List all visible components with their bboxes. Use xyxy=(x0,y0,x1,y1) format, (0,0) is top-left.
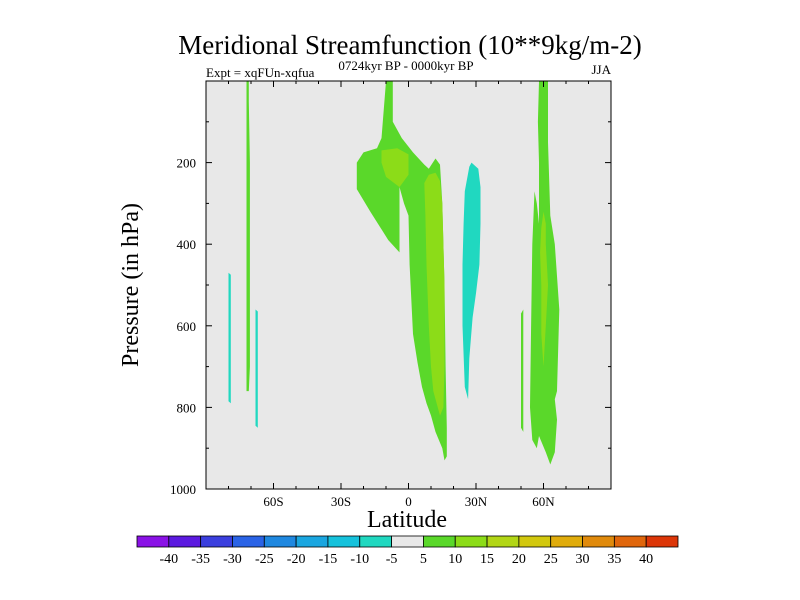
axis-ticks xyxy=(205,81,612,490)
x-tick-label: 30N xyxy=(465,494,488,509)
colorbar-label: 10 xyxy=(448,552,462,567)
x-tick-label: 0 xyxy=(405,494,412,509)
colorbar-label: -30 xyxy=(223,552,242,567)
y-axis-label: Pressure (in hPa) xyxy=(118,203,144,367)
contour-region-4 xyxy=(521,309,524,432)
colorbar-label: -15 xyxy=(319,552,338,567)
colorbar-label: 30 xyxy=(576,552,590,567)
colorbar-labels: -40 -35 -30 -25 -20 -15 -10 -5 5 10 15 20 25 30 35 40 xyxy=(159,552,653,567)
x-tick-labels: 60S 30S 0 30N 60N xyxy=(263,494,555,509)
colorbar-label: 20 xyxy=(512,552,526,567)
colorbar xyxy=(136,535,679,548)
colorbar-label: -5 xyxy=(386,552,398,567)
colorbar-box xyxy=(327,535,361,548)
colorbar-box xyxy=(232,535,265,548)
contour-region-0 xyxy=(246,81,250,392)
chart-title: Meridional Streamfunction (10**9kg/m-2) xyxy=(178,30,641,60)
y-tick-label: 600 xyxy=(177,319,197,334)
colorbar-box xyxy=(645,535,679,548)
colorbar-box xyxy=(550,535,583,548)
colorbar-label: 35 xyxy=(607,552,621,567)
colorbar-box xyxy=(582,535,615,548)
colorbar-label: -25 xyxy=(255,552,274,567)
x-axis-label: Latitude xyxy=(367,507,447,533)
contour-region-9 xyxy=(462,162,481,400)
colorbar-box xyxy=(518,535,552,548)
contour-region-7 xyxy=(228,272,231,404)
colorbar-box xyxy=(200,535,233,548)
contour-region-8 xyxy=(255,309,258,428)
colorbar-label: 5 xyxy=(420,552,427,567)
contour-region-1 xyxy=(356,81,447,461)
y-tick-label: 1000 xyxy=(170,482,196,497)
colorbar-box xyxy=(423,535,456,548)
colorbar-label: 40 xyxy=(639,552,653,567)
y-tick-label: 400 xyxy=(177,237,197,252)
colorbar-box xyxy=(136,535,170,548)
contour-regions xyxy=(228,81,560,465)
colorbar-box xyxy=(486,535,520,548)
y-tick-label: 800 xyxy=(177,400,197,415)
x-tick-label: 60S xyxy=(263,494,283,509)
colorbar-box xyxy=(295,535,329,548)
colorbar-box xyxy=(359,535,392,548)
y-tick-label: 200 xyxy=(177,156,197,171)
season-label: JJA xyxy=(591,62,611,77)
colorbar-label: -40 xyxy=(159,552,178,567)
colorbar-box xyxy=(263,535,297,548)
colorbar-label: -20 xyxy=(287,552,306,567)
y-tick-labels: 200 400 600 800 1000 xyxy=(170,156,196,497)
period-label: 0724kyr BP - 0000kyr BP xyxy=(338,58,473,73)
colorbar-box xyxy=(454,535,488,548)
colorbar-label: 25 xyxy=(544,552,558,567)
x-tick-label: 30S xyxy=(331,494,351,509)
colorbar-box xyxy=(168,535,202,548)
experiment-label: Expt = xqFUn-xqfua xyxy=(206,65,315,80)
x-tick-label: 60N xyxy=(532,494,555,509)
colorbar-label: -35 xyxy=(191,552,210,567)
colorbar-box xyxy=(613,535,647,548)
contour-region-6 xyxy=(540,211,548,367)
contour-region-3 xyxy=(424,172,445,416)
colorbar-label: 15 xyxy=(480,552,494,567)
colorbar-label: -10 xyxy=(350,552,369,567)
contour-region-2 xyxy=(381,148,409,188)
colorbar-box xyxy=(391,535,424,548)
